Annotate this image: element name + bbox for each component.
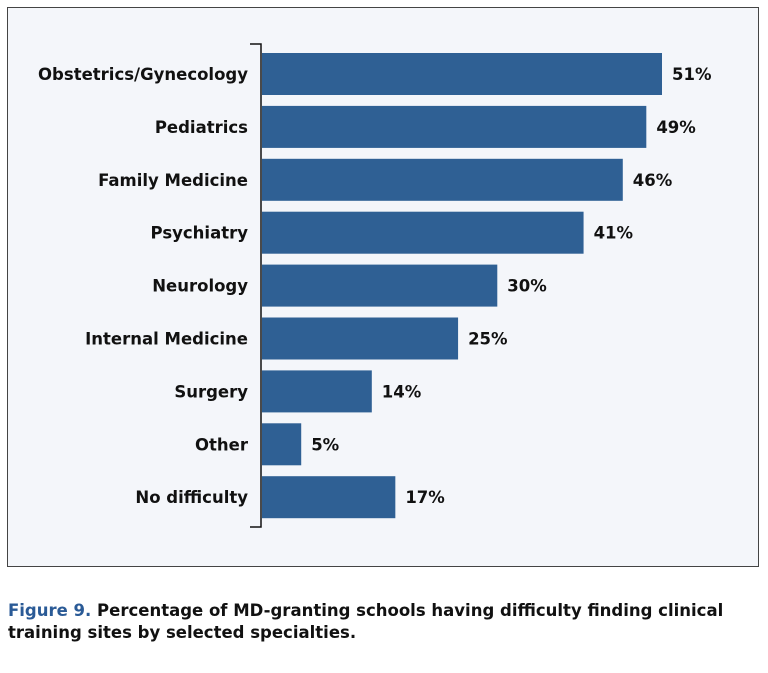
data-label: 14% <box>382 382 422 401</box>
category-label: No difficulty <box>135 488 248 507</box>
data-label: 30% <box>507 277 547 296</box>
caption-text: Percentage of MD-granting schools having… <box>8 601 724 642</box>
category-label: Surgery <box>174 382 248 401</box>
data-label: 5% <box>311 435 339 454</box>
bar <box>262 370 372 413</box>
data-label: 41% <box>594 224 634 243</box>
category-label: Obstetrics/Gynecology <box>38 65 248 84</box>
data-label: 51% <box>672 65 712 84</box>
category-label: Pediatrics <box>155 118 248 137</box>
bar <box>262 158 623 201</box>
data-label: 46% <box>633 171 673 190</box>
category-label: Neurology <box>152 277 248 296</box>
bar <box>262 53 662 95</box>
data-label: 17% <box>405 488 445 507</box>
y-axis-line <box>250 43 262 528</box>
category-label: Internal Medicine <box>85 330 248 349</box>
bar <box>262 264 498 307</box>
bar <box>262 423 302 466</box>
bar <box>262 476 396 519</box>
bar <box>262 317 459 360</box>
category-label: Other <box>195 435 249 454</box>
category-label: Family Medicine <box>98 171 248 190</box>
figure-label: Figure 9. <box>8 601 92 620</box>
bar <box>262 105 647 148</box>
data-label: 25% <box>468 330 508 349</box>
figure-caption: Figure 9. Percentage of MD-granting scho… <box>8 600 748 644</box>
category-label: Psychiatry <box>151 224 249 243</box>
bar <box>262 211 584 254</box>
data-label: 49% <box>656 118 696 137</box>
